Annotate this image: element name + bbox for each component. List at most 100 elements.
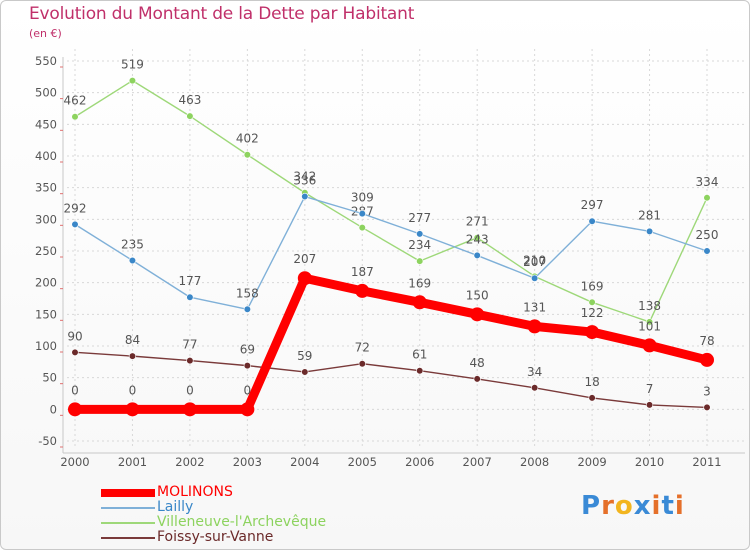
y-tick-label: 50 bbox=[42, 371, 57, 385]
data-label-foissy-sur-vanne: 59 bbox=[297, 349, 312, 363]
data-label-foissy-sur-vanne: 61 bbox=[412, 348, 427, 362]
data-point-foissy-sur-vanne bbox=[243, 362, 251, 370]
data-label-foissy-sur-vanne: 3 bbox=[703, 384, 711, 398]
data-point-villeneuve-l-archev-que bbox=[645, 318, 654, 326]
data-label-lailly: 292 bbox=[64, 201, 87, 215]
data-point-lailly bbox=[703, 247, 711, 255]
x-tick-label: 2005 bbox=[348, 455, 377, 469]
y-tick-label: 200 bbox=[35, 276, 57, 290]
data-point-lailly bbox=[645, 227, 654, 235]
data-point-foissy-sur-vanne bbox=[128, 352, 137, 360]
data-label-molinons: 169 bbox=[408, 276, 431, 290]
legend-swatch bbox=[101, 506, 155, 509]
logo-letter: t bbox=[661, 491, 675, 521]
data-label-foissy-sur-vanne: 48 bbox=[470, 356, 485, 370]
x-tick-label: 2008 bbox=[520, 455, 549, 469]
data-point-molinons bbox=[182, 402, 197, 417]
data-point-foissy-sur-vanne bbox=[416, 367, 424, 375]
data-label-villeneuve-l-archev-que: 402 bbox=[236, 132, 259, 146]
data-label-lailly: 158 bbox=[236, 286, 259, 300]
data-point-villeneuve-l-archev-que bbox=[473, 234, 481, 242]
data-point-foissy-sur-vanne bbox=[358, 360, 366, 368]
data-point-villeneuve-l-archev-que bbox=[416, 257, 424, 265]
data-point-villeneuve-l-archev-que bbox=[588, 298, 596, 306]
data-label-foissy-sur-vanne: 84 bbox=[125, 333, 140, 347]
x-tick-label: 2009 bbox=[577, 455, 606, 469]
y-tick-label: 400 bbox=[35, 149, 57, 163]
data-label-molinons: 101 bbox=[638, 319, 661, 333]
data-label-foissy-sur-vanne: 34 bbox=[527, 365, 542, 379]
data-point-lailly bbox=[588, 217, 596, 225]
series-line-molinons bbox=[70, 273, 712, 414]
data-point-molinons bbox=[355, 283, 370, 298]
data-point-molinons bbox=[125, 402, 140, 417]
data-label-villeneuve-l-archev-que: 462 bbox=[64, 94, 87, 108]
chart-unit: (en €) bbox=[29, 27, 62, 40]
legend-swatch bbox=[101, 488, 155, 497]
data-label-molinons: 78 bbox=[699, 334, 714, 348]
data-point-lailly bbox=[186, 293, 194, 301]
x-tick-label: 2003 bbox=[233, 455, 262, 469]
data-point-villeneuve-l-archev-que bbox=[243, 151, 251, 159]
data-label-lailly: 309 bbox=[351, 191, 374, 205]
data-label-lailly: 207 bbox=[523, 255, 546, 269]
data-point-lailly bbox=[243, 305, 251, 313]
data-label-lailly: 250 bbox=[696, 228, 719, 242]
y-tick-label: 300 bbox=[35, 212, 57, 226]
data-point-molinons bbox=[700, 352, 714, 367]
data-point-lailly bbox=[301, 192, 309, 201]
x-tick-label: 2002 bbox=[175, 455, 204, 469]
data-point-foissy-sur-vanne bbox=[645, 401, 654, 409]
data-label-molinons: 0 bbox=[244, 383, 252, 397]
data-point-villeneuve-l-archev-que bbox=[71, 113, 79, 121]
legend-swatch bbox=[101, 521, 155, 524]
data-label-lailly: 281 bbox=[638, 208, 661, 222]
data-label-molinons: 122 bbox=[581, 306, 604, 320]
data-point-molinons bbox=[68, 402, 82, 417]
y-tick-label: -50 bbox=[38, 434, 57, 448]
data-label-lailly: 243 bbox=[466, 232, 489, 246]
data-label-villeneuve-l-archev-que: 210 bbox=[523, 253, 546, 267]
data-point-foissy-sur-vanne bbox=[301, 368, 309, 376]
data-label-molinons: 131 bbox=[523, 300, 546, 314]
legend-item: Lailly bbox=[101, 500, 431, 515]
series-line-foissy-sur-vanne bbox=[74, 351, 708, 409]
x-tick-label: 2011 bbox=[692, 455, 721, 469]
data-label-lailly: 235 bbox=[121, 238, 144, 252]
data-point-lailly bbox=[531, 274, 539, 282]
data-label-molinons: 207 bbox=[293, 252, 316, 266]
legend-label: MOLINONS bbox=[157, 484, 233, 500]
y-tick-label: 250 bbox=[35, 244, 57, 258]
data-label-villeneuve-l-archev-que: 138 bbox=[638, 299, 661, 313]
data-point-lailly bbox=[416, 230, 424, 238]
data-label-villeneuve-l-archev-que: 342 bbox=[293, 170, 316, 184]
data-label-lailly: 336 bbox=[293, 174, 316, 188]
legend-item: Villeneuve-l'Archevêque bbox=[101, 515, 431, 530]
legend-item: MOLINONS bbox=[101, 485, 431, 500]
data-point-molinons bbox=[527, 319, 542, 334]
data-label-villeneuve-l-archev-que: 169 bbox=[581, 279, 604, 293]
data-point-villeneuve-l-archev-que bbox=[128, 77, 137, 85]
data-point-molinons bbox=[240, 402, 255, 417]
data-point-villeneuve-l-archev-que bbox=[703, 194, 711, 202]
x-tick-label: 2001 bbox=[118, 455, 147, 469]
data-point-molinons bbox=[470, 307, 485, 322]
y-tick-label: 550 bbox=[35, 54, 57, 68]
data-point-foissy-sur-vanne bbox=[588, 394, 596, 402]
data-point-villeneuve-l-archev-que bbox=[186, 112, 194, 120]
data-point-foissy-sur-vanne bbox=[531, 384, 539, 392]
data-label-villeneuve-l-archev-que: 234 bbox=[408, 238, 431, 252]
x-tick-label: 2006 bbox=[405, 455, 434, 469]
series-line-villeneuve-l-archev-que bbox=[74, 79, 708, 323]
data-label-foissy-sur-vanne: 18 bbox=[584, 375, 599, 389]
data-point-lailly bbox=[473, 251, 481, 260]
data-label-foissy-sur-vanne: 77 bbox=[182, 338, 197, 352]
data-point-foissy-sur-vanne bbox=[71, 348, 79, 356]
data-point-villeneuve-l-archev-que bbox=[358, 223, 366, 232]
proxiti-logo: Proxiti bbox=[581, 491, 685, 521]
y-tick-label: 350 bbox=[35, 181, 57, 195]
legend-label: Villeneuve-l'Archevêque bbox=[157, 514, 327, 530]
series-line-lailly bbox=[74, 195, 708, 310]
data-point-lailly bbox=[128, 256, 137, 265]
